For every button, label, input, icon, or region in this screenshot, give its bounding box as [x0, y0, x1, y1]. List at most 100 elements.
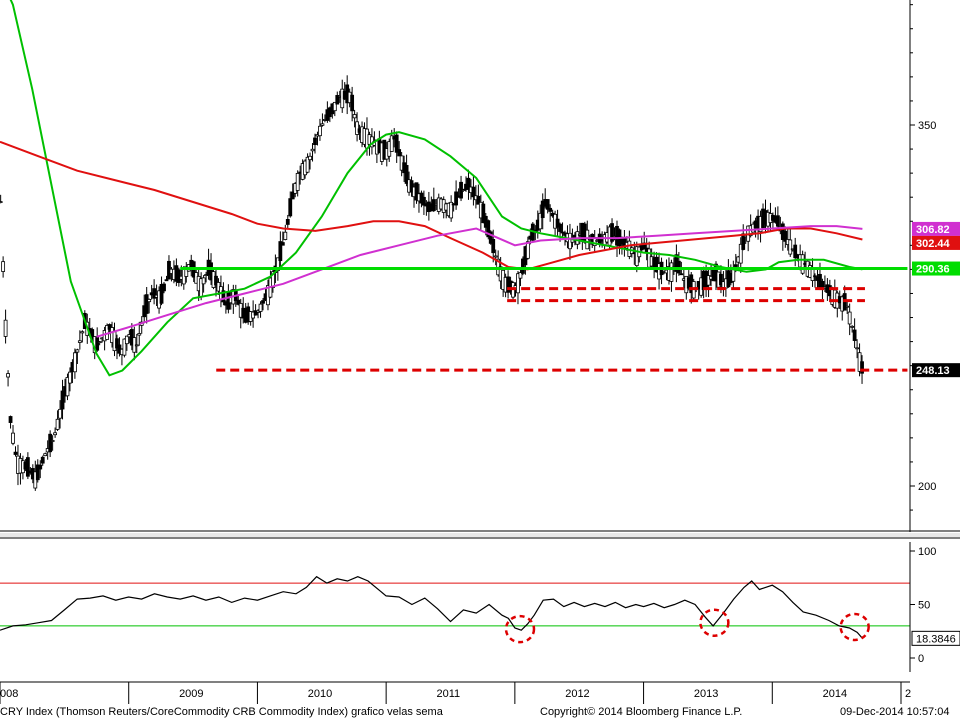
candle-body — [422, 196, 426, 206]
candle-body — [40, 456, 45, 464]
candle-body — [793, 244, 798, 259]
candle-body — [706, 275, 711, 286]
candle-body — [73, 352, 77, 373]
candle-body — [68, 371, 72, 384]
candle-body — [1, 261, 6, 272]
candle-body — [783, 230, 788, 242]
candle-body — [8, 416, 13, 423]
candle-body — [850, 325, 855, 328]
x-axis-ticks: 008 2009 2010 2011 2012 2013 2014 2 — [0, 682, 911, 704]
candle-body — [610, 223, 614, 242]
x-tick-label-3: 2011 — [437, 688, 461, 700]
rsi-line-0 — [0, 575, 863, 639]
rsi-value-tag-0 — [911, 630, 960, 646]
candle-body — [305, 156, 310, 173]
rsi-tick-label-0: 100 — [918, 546, 936, 558]
candle-body — [261, 300, 265, 304]
candle-body — [271, 271, 275, 288]
candle-body — [847, 311, 852, 325]
candle-body — [3, 319, 8, 337]
price-panel-grid — [0, 0, 960, 539]
candle-body — [60, 390, 65, 410]
candle-body — [65, 377, 70, 397]
candle-body — [818, 273, 822, 288]
price-value-tag-3 — [912, 363, 960, 378]
copyright-notice: Copyright© 2014 Bloomberg Finance L.P. — [540, 706, 743, 718]
candle-body — [147, 298, 152, 303]
candle-body — [48, 433, 53, 453]
price-value-text-3: 248.13 — [916, 365, 950, 377]
value-labels: 306.82 302.44 290.36 248.13 18.3846 — [911, 221, 960, 646]
chart-footer: CRY Index (Thomson Reuters/CoreCommodity… — [0, 704, 960, 720]
candle-body — [491, 238, 496, 254]
candle-body — [516, 273, 520, 294]
rsi-value-text-0: 18.3846 — [916, 633, 956, 645]
candle-body — [466, 177, 471, 190]
candle-body — [486, 220, 491, 238]
price-value-tag-0 — [912, 221, 960, 236]
rsi-tick-label-2: 0 — [918, 653, 924, 665]
candle-body — [53, 432, 57, 436]
candle-body — [493, 255, 498, 258]
moving-average-2 — [96, 225, 863, 338]
price-tick-label-1: 200 — [918, 481, 936, 493]
candle-body — [855, 347, 859, 350]
candle-body — [313, 137, 317, 146]
candle-body — [13, 451, 18, 455]
candle-body — [454, 191, 458, 206]
candle-body — [283, 231, 288, 240]
candle-body — [97, 341, 102, 344]
candle-body — [810, 268, 815, 281]
candle-body — [77, 340, 82, 343]
candle-body — [144, 294, 149, 314]
candle-body — [820, 280, 825, 288]
candle-body — [134, 344, 139, 347]
candle-body — [788, 239, 793, 255]
price-value-tag-1 — [912, 235, 960, 250]
candle-body — [50, 440, 55, 442]
oversold-circle-2 — [839, 612, 870, 642]
candle-body — [318, 125, 322, 137]
candle-body — [733, 264, 738, 267]
price-tick-label-0: 350 — [918, 120, 936, 132]
candle-body — [55, 418, 60, 430]
candle-body — [558, 223, 562, 232]
candle-body — [80, 331, 85, 334]
index-description: CRY Index (Thomson Reuters/CoreCommodity… — [0, 706, 443, 718]
candle-body — [397, 149, 402, 157]
candle-body — [320, 123, 325, 126]
candle-body — [461, 189, 466, 191]
candle-body — [518, 272, 523, 279]
candle-body — [545, 199, 550, 210]
candle-body — [310, 148, 315, 152]
candle-body — [253, 310, 258, 316]
price-panel-bg — [0, 0, 910, 532]
moving-average-1 — [0, 140, 863, 271]
oversold-circle-0 — [504, 614, 536, 644]
candle-body — [738, 243, 743, 264]
candle-body — [184, 266, 189, 277]
candle-body — [290, 191, 295, 200]
x-tick-label-6: 2014 — [823, 688, 847, 700]
x-tick-label-2: 2010 — [308, 688, 332, 700]
x-tick-label-5: 2013 — [694, 688, 718, 700]
x-tick-label-4: 2012 — [565, 688, 589, 700]
candle-body — [775, 215, 780, 227]
candle-body — [122, 338, 127, 356]
price-value-text-1: 302.44 — [916, 238, 951, 250]
candle-body — [75, 349, 80, 353]
candle-body — [38, 464, 43, 470]
chart-axes: 350 200 100 50 0 — [909, 0, 936, 672]
candle-body — [214, 275, 218, 286]
x-tick-label-1: 2009 — [179, 688, 203, 700]
rsi-tick-label-1: 50 — [918, 600, 930, 612]
price-value-text-2: 290.36 — [916, 264, 950, 276]
candle-body — [488, 231, 493, 244]
candle-body — [115, 338, 119, 349]
candle-body — [278, 241, 283, 262]
candle-body — [43, 453, 48, 457]
candle-body — [236, 299, 241, 305]
candle-body — [162, 283, 166, 292]
candle-body — [414, 182, 419, 201]
